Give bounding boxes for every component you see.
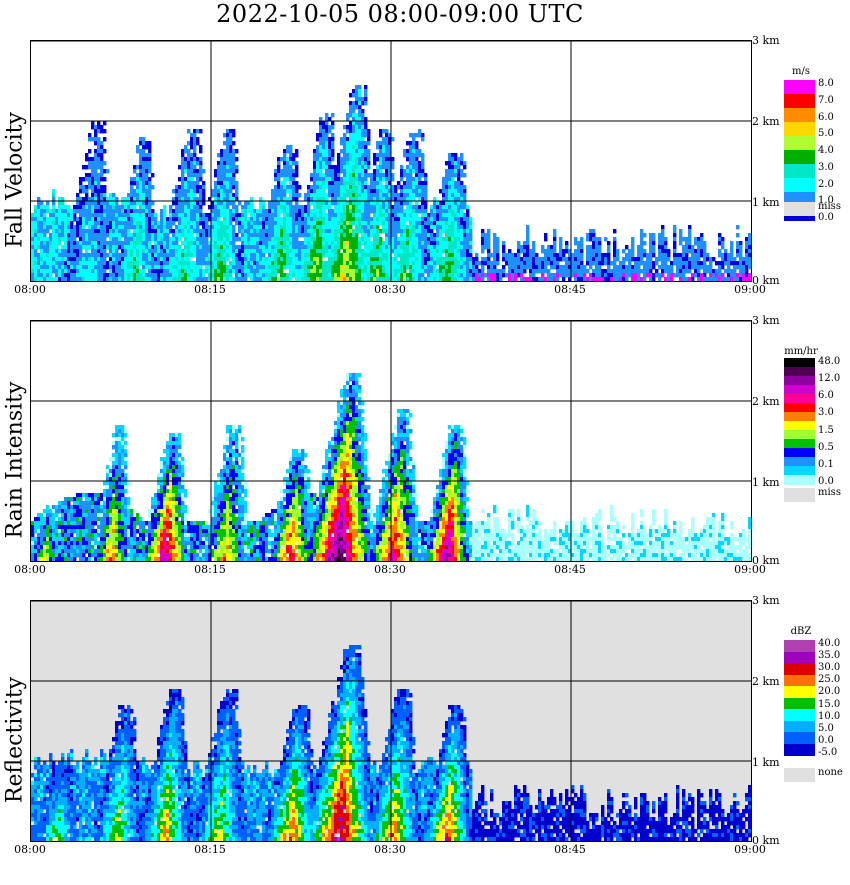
x-tick-0900: 09:00 [734,843,766,856]
legend-label: 4.0 [818,146,834,156]
legend-swatch [784,122,815,137]
x-tick-0900: 09:00 [734,283,766,296]
legend-label: 48.0 [818,357,840,367]
legend-label: 0.1 [818,460,834,470]
legend-label: 0.0 [818,736,834,746]
legend-swatch [784,164,815,179]
y-tick-3km: 3 km [752,314,780,327]
rain-intensity-plot [30,320,752,562]
legend-missing-swatch [784,488,815,502]
legend-swatch [784,80,815,95]
legend-missing-label: none [818,768,843,778]
x-tick-0830: 08:30 [374,843,406,856]
legend-label: 1.5 [818,426,834,436]
x-tick-0800: 08:00 [14,843,46,856]
x-tick-0800: 08:00 [14,563,46,576]
legend-missing-swatch [784,768,815,782]
legend-swatch [784,721,815,733]
reflectivity-panel: Reflectivity 3 km 2 km 1 km 0 km 08:00 0… [0,600,850,885]
legend-label: 6.0 [818,391,834,401]
legend-swatch [784,675,815,687]
y-tick-2km: 2 km [752,395,780,408]
legend-swatch [784,136,815,151]
y-axis-label: Rain Intensity [0,320,30,600]
legend-label: -5.0 [818,748,837,758]
y-tick-1km: 1 km [752,476,780,489]
legend-unit: mm/hr [784,346,818,357]
x-tick-0845: 08:45 [554,563,586,576]
legend-swatch [784,178,815,193]
rain-intensity-panel: Rain Intensity 3 km 2 km 1 km 0 km 08:00… [0,320,850,605]
legend-label: 12.0 [818,374,840,384]
legend-label: 0.0 [818,213,834,223]
reflectivity-plot [30,600,752,842]
legend-label: 0.0 [818,477,834,487]
y-tick-3km: 3 km [752,594,780,607]
legend-missing-label: miss [818,488,841,498]
legend-label: 30.0 [818,663,840,673]
legend-label: 5.0 [818,129,834,139]
legend-label: 25.0 [818,675,840,685]
chart-title: 2022-10-05 08:00-09:00 UTC [0,0,800,28]
legend-swatch [784,652,815,664]
legend-swatch [784,475,815,485]
legend-label: 2.0 [818,180,834,190]
y-axis-label: Fall Velocity [0,40,30,320]
legend-swatch [784,709,815,721]
legend-swatch [784,732,815,744]
legend-swatch [784,150,815,165]
legend-label: 15.0 [818,700,840,710]
x-tick-0830: 08:30 [374,563,406,576]
x-tick-0845: 08:45 [554,283,586,296]
x-tick-0830: 08:30 [374,283,406,296]
legend-label: 0.5 [818,443,834,453]
legend-label: 20.0 [818,687,840,697]
legend-label: 5.0 [818,724,834,734]
legend-label: 8.0 [818,79,834,89]
y-tick-2km: 2 km [752,675,780,688]
legend-swatch [784,108,815,123]
legend-label: 3.0 [818,408,834,418]
legend-label: 40.0 [818,639,840,649]
legend-swatch [784,686,815,698]
y-tick-2km: 2 km [752,115,780,128]
y-tick-1km: 1 km [752,756,780,769]
legend-label: 10.0 [818,712,840,722]
legend-unit: dBZ [784,626,818,637]
legend-label: 3.0 [818,163,834,173]
legend-swatch [784,744,815,756]
y-tick-1km: 1 km [752,196,780,209]
legend-label: 6.0 [818,113,834,123]
x-tick-0815: 08:15 [194,563,226,576]
legend-missing-label: miss [818,202,841,212]
legend-label: 35.0 [818,651,840,661]
x-tick-0845: 08:45 [554,843,586,856]
legend-swatch [784,640,815,652]
y-tick-3km: 3 km [752,34,780,47]
x-tick-0815: 08:15 [194,843,226,856]
legend-unit: m/s [784,66,818,77]
x-tick-0800: 08:00 [14,283,46,296]
x-tick-0815: 08:15 [194,283,226,296]
x-tick-0900: 09:00 [734,563,766,576]
legend-swatch [784,698,815,710]
legend-label: 7.0 [818,96,834,106]
legend-swatch [784,663,815,675]
legend-swatch [784,94,815,109]
fall-velocity-plot [30,40,752,282]
legend-missing-swatch [784,202,815,216]
fall-velocity-panel: Fall Velocity 3 km 2 km 1 km 0 km 08:00 … [0,40,850,325]
y-axis-label: Reflectivity [0,600,30,880]
